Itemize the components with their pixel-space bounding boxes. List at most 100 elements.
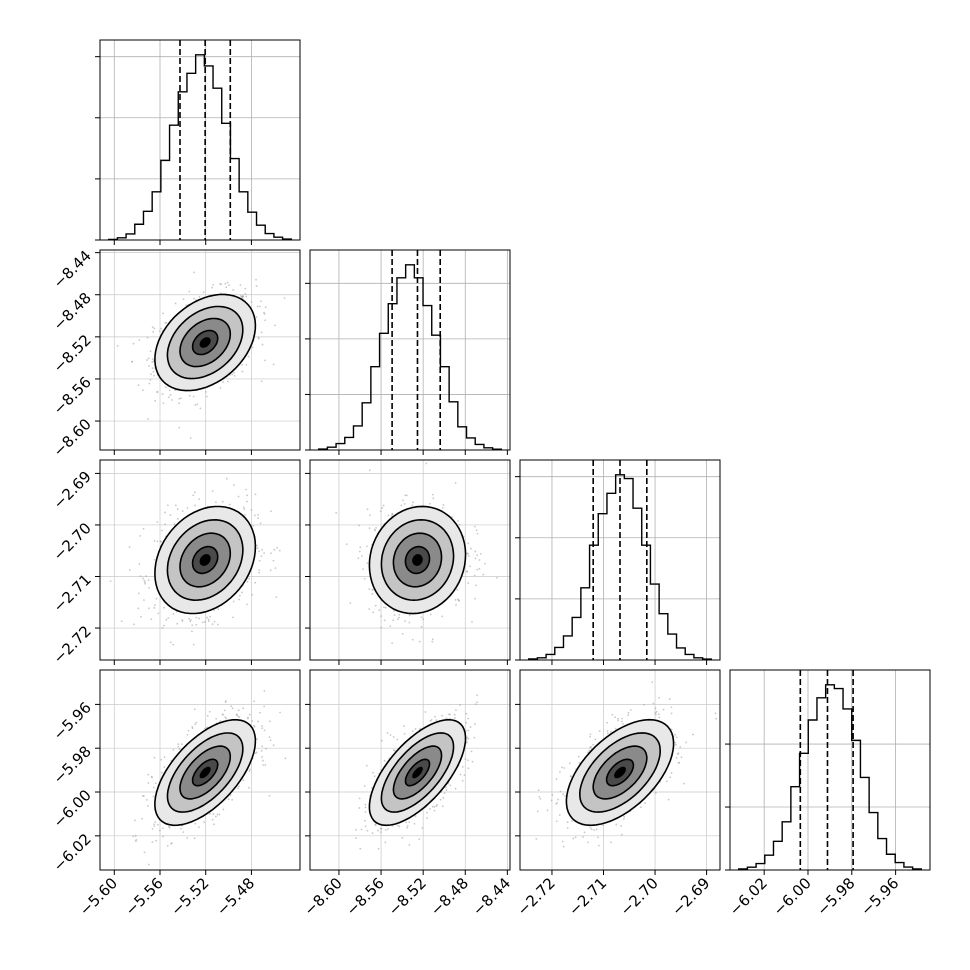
sample-point <box>398 616 400 619</box>
contour-line <box>191 545 219 575</box>
sample-point <box>256 305 259 308</box>
sample-point <box>219 386 222 389</box>
sample-point <box>132 835 135 838</box>
sample-point <box>163 756 166 758</box>
sample-point <box>433 806 436 808</box>
sample-point <box>476 701 478 704</box>
sample-point <box>403 733 406 735</box>
sample-point <box>169 514 172 517</box>
sample-point <box>211 818 214 821</box>
sample-point <box>445 789 448 791</box>
sample-point <box>359 546 362 549</box>
sample-point <box>214 815 217 818</box>
sample-point <box>225 477 228 480</box>
panel-frame <box>99 459 301 661</box>
sample-point <box>262 759 264 762</box>
sample-point <box>153 558 156 561</box>
sample-point <box>257 513 259 516</box>
scatter-panel-4-1 <box>99 669 301 871</box>
sample-point <box>429 719 432 722</box>
sample-point <box>429 613 432 616</box>
sample-point <box>248 770 251 773</box>
sample-point <box>138 563 141 565</box>
sample-point <box>163 606 165 609</box>
sample-point <box>241 363 244 366</box>
sample-point <box>464 758 467 760</box>
sample-point <box>231 373 234 376</box>
sample-point <box>445 786 447 789</box>
sample-point <box>239 294 242 297</box>
sample-point <box>216 623 219 626</box>
sample-point <box>284 757 287 760</box>
sample-point <box>261 343 264 346</box>
sample-point <box>208 710 211 713</box>
sample-point <box>242 506 245 509</box>
sample-point <box>470 547 472 550</box>
sample-point <box>623 815 626 818</box>
sample-point <box>380 626 383 629</box>
sample-point <box>465 729 467 732</box>
sample-point <box>377 829 379 832</box>
sample-point <box>458 523 461 526</box>
sample-point <box>242 779 245 782</box>
sample-point <box>153 327 156 330</box>
sample-point <box>620 825 623 827</box>
sample-point <box>479 552 482 555</box>
sample-point <box>335 512 338 514</box>
sample-point <box>143 599 145 602</box>
contour-line <box>404 758 431 787</box>
sample-point <box>401 836 404 839</box>
sample-point <box>246 494 249 497</box>
sample-point <box>193 837 196 840</box>
sample-point <box>193 491 196 494</box>
sample-point <box>258 305 261 308</box>
sample-point <box>176 508 179 510</box>
sample-point <box>133 623 135 626</box>
sample-point <box>207 618 210 621</box>
sample-point <box>393 609 396 612</box>
sample-point <box>161 529 163 532</box>
sample-point <box>109 580 112 582</box>
sample-point <box>374 824 377 827</box>
sample-point <box>475 529 478 532</box>
sample-point <box>424 711 427 713</box>
sample-point <box>611 713 614 716</box>
sample-point <box>215 717 218 720</box>
sample-point <box>391 642 394 645</box>
sample-point <box>192 395 195 398</box>
sample-point <box>366 562 369 565</box>
sample-point <box>589 826 592 829</box>
contour-line <box>191 329 219 356</box>
sample-point <box>148 382 151 385</box>
sample-point <box>189 620 192 623</box>
sample-point <box>198 617 201 620</box>
sample-point <box>213 609 215 612</box>
sample-point <box>246 580 249 583</box>
panel-frame <box>729 669 931 871</box>
sample-point <box>222 381 224 383</box>
sample-point <box>133 819 136 822</box>
sample-point <box>159 540 162 543</box>
histogram-panel-1 <box>95 39 301 241</box>
sample-point <box>128 568 131 571</box>
sample-point <box>228 503 231 506</box>
sample-point <box>257 337 260 340</box>
sample-point <box>202 291 205 293</box>
sample-point <box>461 765 464 768</box>
sample-point <box>147 607 150 610</box>
sample-point <box>153 539 156 542</box>
sample-point <box>241 591 243 594</box>
sample-point <box>140 615 142 618</box>
sample-point <box>431 638 434 641</box>
sample-point <box>406 826 409 829</box>
sample-point <box>366 829 369 832</box>
scatter-panel-4-3 <box>519 669 721 871</box>
sample-point <box>431 805 434 808</box>
sample-point <box>169 641 172 644</box>
sample-point <box>247 355 250 358</box>
sample-point <box>193 708 196 711</box>
sample-point <box>414 728 417 730</box>
sample-point <box>355 828 357 831</box>
sample-point <box>466 741 469 744</box>
sample-point <box>272 744 275 747</box>
